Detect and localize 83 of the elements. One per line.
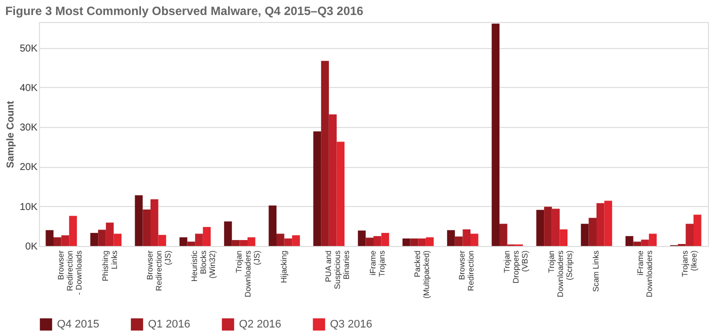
bar xyxy=(462,229,471,246)
bar xyxy=(426,237,434,246)
bar xyxy=(648,234,657,246)
bar xyxy=(61,235,70,246)
y-tick-label: 50K xyxy=(20,43,38,54)
bar xyxy=(410,238,418,246)
bar xyxy=(544,206,552,246)
bar xyxy=(179,237,188,246)
bar xyxy=(374,236,382,246)
bar xyxy=(114,234,122,246)
bar xyxy=(560,229,568,246)
bar xyxy=(69,216,77,246)
bar xyxy=(499,224,508,246)
x-tick-label: iFrame Downloaders xyxy=(636,250,654,298)
bar xyxy=(381,232,390,246)
y-tick-label: 10K xyxy=(20,202,38,213)
y-tick-label: 20K xyxy=(20,162,38,174)
x-tick-label: Browser Redirection - Downloads xyxy=(56,250,84,295)
bar xyxy=(240,240,248,246)
legend-label: Q4 2015 xyxy=(57,318,100,330)
bar xyxy=(536,210,544,246)
legend-label: Q1 2016 xyxy=(148,318,190,330)
bar xyxy=(90,232,98,246)
bar xyxy=(292,235,300,246)
bar xyxy=(142,210,150,246)
bar xyxy=(552,208,560,246)
y-axis-title: Sample Count xyxy=(6,100,17,168)
bar xyxy=(641,240,649,246)
y-tick-label: 30K xyxy=(20,122,38,134)
bar xyxy=(454,236,463,246)
bar xyxy=(588,218,596,246)
bar xyxy=(134,195,143,246)
bar xyxy=(604,200,612,246)
x-tick-label: Hijacking xyxy=(279,250,288,283)
bar xyxy=(358,230,366,246)
bar xyxy=(321,60,329,246)
x-tick-label: Scam Links xyxy=(592,250,600,292)
bar xyxy=(276,234,284,246)
bar xyxy=(106,222,114,246)
x-tick-label: Trojan Droppers (VBS) xyxy=(502,250,530,284)
bar xyxy=(447,230,455,246)
bar xyxy=(202,226,211,246)
bar xyxy=(625,236,634,246)
x-tick-label: Trojans (Ikee) xyxy=(680,250,699,277)
y-tick-label: 40K xyxy=(20,82,38,94)
bar xyxy=(328,114,337,246)
bar xyxy=(470,234,478,246)
bar xyxy=(418,238,426,246)
bar xyxy=(150,199,158,246)
bar xyxy=(232,240,240,246)
bar xyxy=(313,131,322,246)
x-tick-label: Trojan Downloaders (Scripts) xyxy=(546,250,574,298)
bar xyxy=(596,203,604,246)
bar xyxy=(46,230,54,246)
legend-label: Q2 2016 xyxy=(239,318,282,330)
x-tick-label: Phishing Links xyxy=(100,250,119,282)
bar xyxy=(195,234,203,246)
x-tick-label: PUA and Suspicious Binaries xyxy=(324,250,351,290)
bar xyxy=(694,214,702,246)
bar xyxy=(158,234,166,246)
x-tick-label: Heuristic Blocks (Win32) xyxy=(190,250,218,282)
bar xyxy=(284,238,292,246)
bar xyxy=(580,224,589,246)
bar xyxy=(268,206,276,246)
bar xyxy=(686,224,694,246)
bar xyxy=(336,142,345,246)
legend-label: Q3 2016 xyxy=(330,318,372,330)
bar xyxy=(98,230,106,246)
bar xyxy=(224,221,232,246)
x-tick-label: Browser Redirection (JS) xyxy=(146,250,172,291)
y-tick-label: 0K xyxy=(25,242,38,252)
bar xyxy=(492,24,500,246)
bar xyxy=(248,237,256,246)
x-tick-label: iFrame Trojans xyxy=(368,250,386,277)
bar xyxy=(187,242,196,246)
bar xyxy=(633,242,642,246)
x-tick-label: Browser Redirection xyxy=(458,250,476,291)
chart-title: Figure 3 Most Commonly Observed Malware, Q4 2015–Q3 2016 xyxy=(5,4,364,18)
x-tick-label: Packed (Multipacked) xyxy=(413,250,432,299)
bar xyxy=(366,238,374,246)
bar xyxy=(402,238,410,246)
bar xyxy=(53,237,62,246)
x-tick-label: Trojan Downloaders (JS) xyxy=(234,250,262,298)
